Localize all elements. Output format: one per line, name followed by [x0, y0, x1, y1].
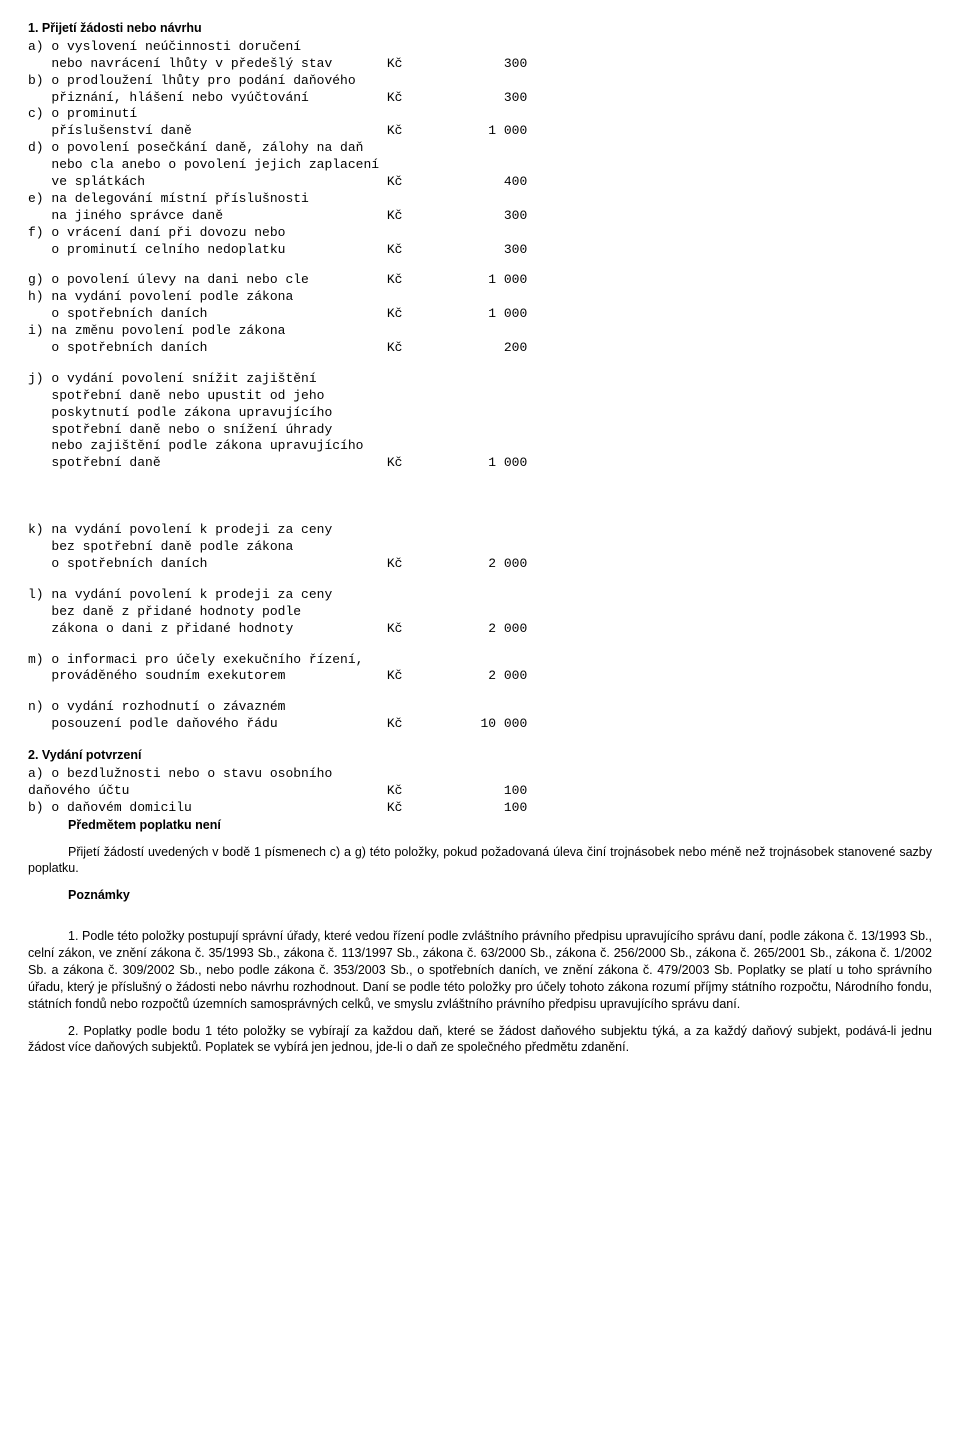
fee-group-6: m) o informaci pro účely exekučního říze… [28, 652, 932, 686]
fee-group-8: a) o bezdlužnosti nebo o stavu osobního … [28, 766, 932, 817]
fee-group-2: g) o povolení úlevy na dani nebo cle Kč … [28, 272, 932, 356]
not-subject-text: Přijetí žádostí uvedených v bodě 1 písme… [28, 844, 932, 878]
not-subject-title: Předmětem poplatku není [68, 817, 932, 834]
fee-group-4: k) na vydání povolení k prodeji za ceny … [28, 522, 932, 573]
fee-group-3: j) o vydání povolení snížit zajištění sp… [28, 371, 932, 472]
fee-group-7: n) o vydání rozhodnutí o závazném posouz… [28, 699, 932, 733]
notes-title: Poznámky [68, 887, 932, 904]
fee-group-5: l) na vydání povolení k prodeji za ceny … [28, 587, 932, 638]
note-1: 1. Podle této položky postupují správní … [28, 928, 932, 1012]
section1-title: 1. Přijetí žádosti nebo návrhu [28, 20, 932, 37]
section2-title: 2. Vydání potvrzení [28, 747, 932, 764]
note-2: 2. Poplatky podle bodu 1 této položky se… [28, 1023, 932, 1057]
fee-group-1: a) o vyslovení neúčinnosti doručení nebo… [28, 39, 932, 259]
